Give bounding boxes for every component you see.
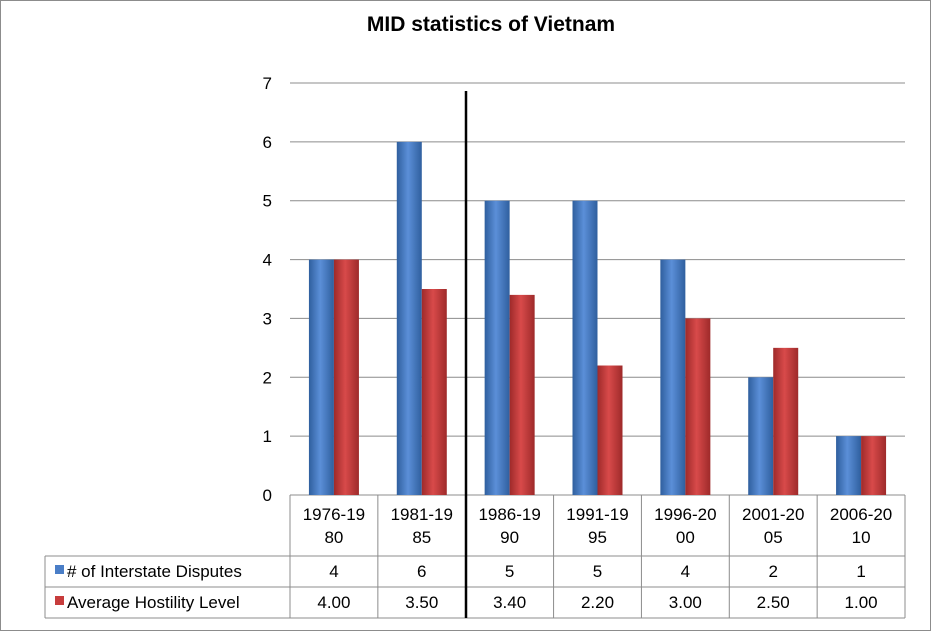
category-label: 2006-20 <box>830 505 892 524</box>
bar-average-hostility <box>509 294 535 495</box>
data-table-value: 3.50 <box>405 593 438 612</box>
category-label: 05 <box>764 528 783 547</box>
bars <box>308 141 887 495</box>
bar-average-hostility <box>333 259 359 495</box>
data-table-value: 4 <box>329 562 338 581</box>
category-label: 85 <box>412 528 431 547</box>
data-table-value: 3.40 <box>493 593 526 612</box>
data-table-value: 1 <box>856 562 865 581</box>
y-tick-label: 2 <box>263 368 272 387</box>
legend-series-name: Average Hostility Level <box>67 593 240 612</box>
category-label: 80 <box>324 528 343 547</box>
data-table-value: 4 <box>681 562 690 581</box>
category-label: 1991-19 <box>566 505 628 524</box>
data-table-value: 4.00 <box>317 593 350 612</box>
y-tick-label: 3 <box>263 309 272 328</box>
data-table-value: 1.00 <box>845 593 878 612</box>
data-table-value: 2.50 <box>757 593 790 612</box>
category-label: 00 <box>676 528 695 547</box>
category-label: 1981-19 <box>391 505 453 524</box>
bar-interstate-disputes <box>572 200 598 495</box>
data-table-value: 2 <box>768 562 777 581</box>
y-axis-ticks: 0 1 2 3 4 5 6 7 <box>263 74 272 505</box>
y-tick-label: 5 <box>263 192 272 211</box>
category-label: 90 <box>500 528 519 547</box>
category-label: 1996-20 <box>654 505 716 524</box>
legend-swatch-interstate-disputes <box>55 565 64 574</box>
category-label: 10 <box>852 528 871 547</box>
category-label: 2001-20 <box>742 505 804 524</box>
bar-interstate-disputes <box>660 259 686 495</box>
category-label: 1986-19 <box>478 505 540 524</box>
data-table-value: 3.00 <box>669 593 702 612</box>
category-label: 1976-19 <box>303 505 365 524</box>
legend-series-name: # of Interstate Disputes <box>67 562 242 581</box>
data-table-value: 5 <box>593 562 602 581</box>
bar-average-hostility <box>421 289 447 495</box>
chart-title: MID statistics of Vietnam <box>367 13 615 36</box>
data-table-value: 2.20 <box>581 593 614 612</box>
legend-swatch-average-hostility <box>55 596 64 605</box>
data-table-value: 5 <box>505 562 514 581</box>
y-tick-label: 6 <box>263 133 272 152</box>
bar-average-hostility <box>773 347 799 495</box>
bar-average-hostility <box>861 436 887 495</box>
category-label: 95 <box>588 528 607 547</box>
bar-interstate-disputes <box>308 259 334 495</box>
bar-average-hostility <box>685 318 711 495</box>
y-tick-label: 1 <box>263 427 272 446</box>
bar-average-hostility <box>597 365 623 495</box>
y-tick-label: 7 <box>263 74 272 93</box>
bar-interstate-disputes <box>396 141 422 495</box>
y-tick-label: 0 <box>263 486 272 505</box>
bar-interstate-disputes <box>748 377 774 495</box>
bar-interstate-disputes <box>484 200 510 495</box>
data-table: 1976-19 80 1981-19 85 1986-19 90 1991-19 95 1996… <box>44 495 906 619</box>
y-tick-label: 4 <box>263 251 272 270</box>
bar-interstate-disputes <box>836 436 862 495</box>
data-table-value: 6 <box>417 562 426 581</box>
